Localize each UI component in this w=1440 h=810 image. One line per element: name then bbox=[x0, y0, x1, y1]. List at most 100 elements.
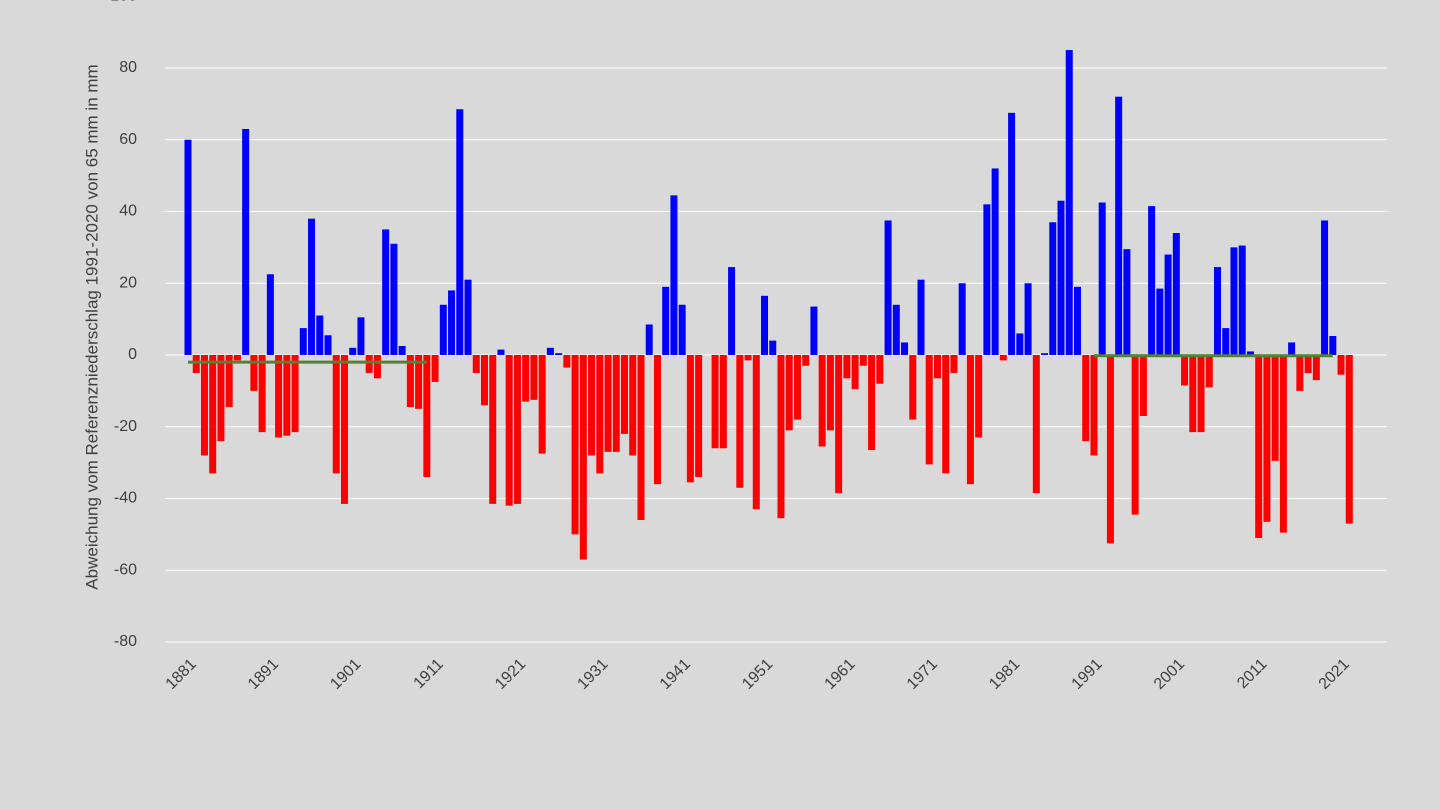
bar bbox=[200, 355, 208, 456]
x-tick-label: 1881 bbox=[163, 656, 200, 693]
bar bbox=[1115, 96, 1123, 355]
bar bbox=[1197, 355, 1205, 433]
bar bbox=[184, 139, 192, 355]
y-tick-label: 80 bbox=[119, 59, 137, 76]
y-tick-label: 20 bbox=[119, 274, 137, 291]
bar bbox=[892, 304, 900, 355]
bar bbox=[728, 267, 736, 355]
bar bbox=[489, 355, 497, 504]
bar bbox=[546, 347, 554, 355]
bar bbox=[1082, 355, 1090, 442]
bar bbox=[958, 283, 966, 355]
bar bbox=[826, 355, 834, 431]
y-tick-label: -40 bbox=[114, 490, 137, 507]
y-tick-label: -20 bbox=[114, 418, 137, 435]
bar bbox=[868, 355, 876, 451]
bar bbox=[662, 286, 670, 355]
bar bbox=[308, 218, 316, 355]
bar bbox=[1288, 342, 1296, 355]
x-tick-label: 1891 bbox=[245, 656, 282, 693]
y-tick-label: -60 bbox=[114, 561, 137, 578]
bar bbox=[480, 355, 488, 406]
bar bbox=[423, 355, 431, 477]
bar bbox=[629, 355, 637, 456]
bar bbox=[242, 128, 250, 355]
bar bbox=[505, 355, 513, 506]
bar bbox=[283, 355, 291, 436]
bar bbox=[678, 304, 686, 355]
bar bbox=[851, 355, 859, 390]
bar bbox=[291, 355, 299, 433]
bar bbox=[225, 355, 233, 408]
bar bbox=[365, 355, 373, 373]
bar bbox=[340, 355, 348, 504]
bar bbox=[299, 328, 307, 355]
bar bbox=[1181, 355, 1189, 386]
bar bbox=[621, 355, 629, 434]
bar bbox=[332, 355, 340, 474]
bar bbox=[563, 355, 571, 368]
bar bbox=[876, 355, 884, 384]
bar bbox=[917, 279, 925, 355]
bar bbox=[933, 355, 941, 379]
bar bbox=[1049, 222, 1057, 355]
x-tick-label: 2021 bbox=[1316, 656, 1353, 693]
bar bbox=[472, 355, 480, 373]
bar bbox=[1106, 355, 1114, 544]
bar bbox=[999, 355, 1007, 361]
y-tick-label: 60 bbox=[119, 131, 137, 148]
bar bbox=[571, 355, 579, 535]
bar bbox=[736, 355, 744, 488]
bar bbox=[192, 355, 200, 373]
bar bbox=[382, 229, 390, 355]
bar bbox=[349, 347, 357, 355]
bar bbox=[1222, 328, 1230, 355]
bar bbox=[1312, 355, 1320, 381]
bar bbox=[324, 335, 332, 355]
x-tick-label: 1961 bbox=[822, 656, 859, 693]
bar bbox=[645, 324, 653, 355]
bar bbox=[843, 355, 851, 379]
bar bbox=[942, 355, 950, 474]
bar bbox=[373, 355, 381, 379]
bar bbox=[431, 355, 439, 382]
bar bbox=[1189, 355, 1197, 433]
x-tick-label: 1971 bbox=[904, 656, 941, 693]
bar bbox=[513, 355, 521, 504]
bar bbox=[588, 355, 596, 456]
bar bbox=[1329, 335, 1337, 355]
bar bbox=[670, 195, 678, 355]
bar bbox=[1016, 333, 1024, 355]
bar bbox=[1246, 351, 1254, 355]
bar bbox=[991, 168, 999, 355]
bar bbox=[1214, 267, 1221, 355]
bar bbox=[209, 355, 217, 474]
bar bbox=[793, 355, 801, 420]
y-axis-label: Abweichung vom Referenzniederschlag 1991… bbox=[82, 64, 101, 589]
bar bbox=[497, 349, 505, 355]
bar bbox=[439, 304, 447, 355]
bar bbox=[769, 340, 777, 355]
bar bbox=[1345, 355, 1353, 524]
bar bbox=[1172, 233, 1180, 355]
bar bbox=[859, 355, 867, 366]
bar bbox=[1073, 286, 1081, 355]
bar bbox=[612, 355, 620, 452]
bar bbox=[398, 346, 406, 355]
bar bbox=[711, 355, 719, 449]
bar bbox=[802, 355, 810, 366]
bar bbox=[901, 342, 909, 355]
bar bbox=[217, 355, 225, 442]
bar bbox=[1032, 355, 1040, 494]
bar bbox=[909, 355, 917, 420]
bar bbox=[390, 243, 398, 355]
bar bbox=[983, 204, 991, 355]
y-tick-label: 100 bbox=[110, 0, 137, 4]
bar bbox=[1065, 50, 1073, 355]
bar bbox=[835, 355, 843, 494]
x-tick-label: 1991 bbox=[1069, 656, 1106, 693]
bar bbox=[950, 355, 958, 373]
bar bbox=[604, 355, 612, 452]
y-tick-label: 0 bbox=[128, 346, 137, 363]
